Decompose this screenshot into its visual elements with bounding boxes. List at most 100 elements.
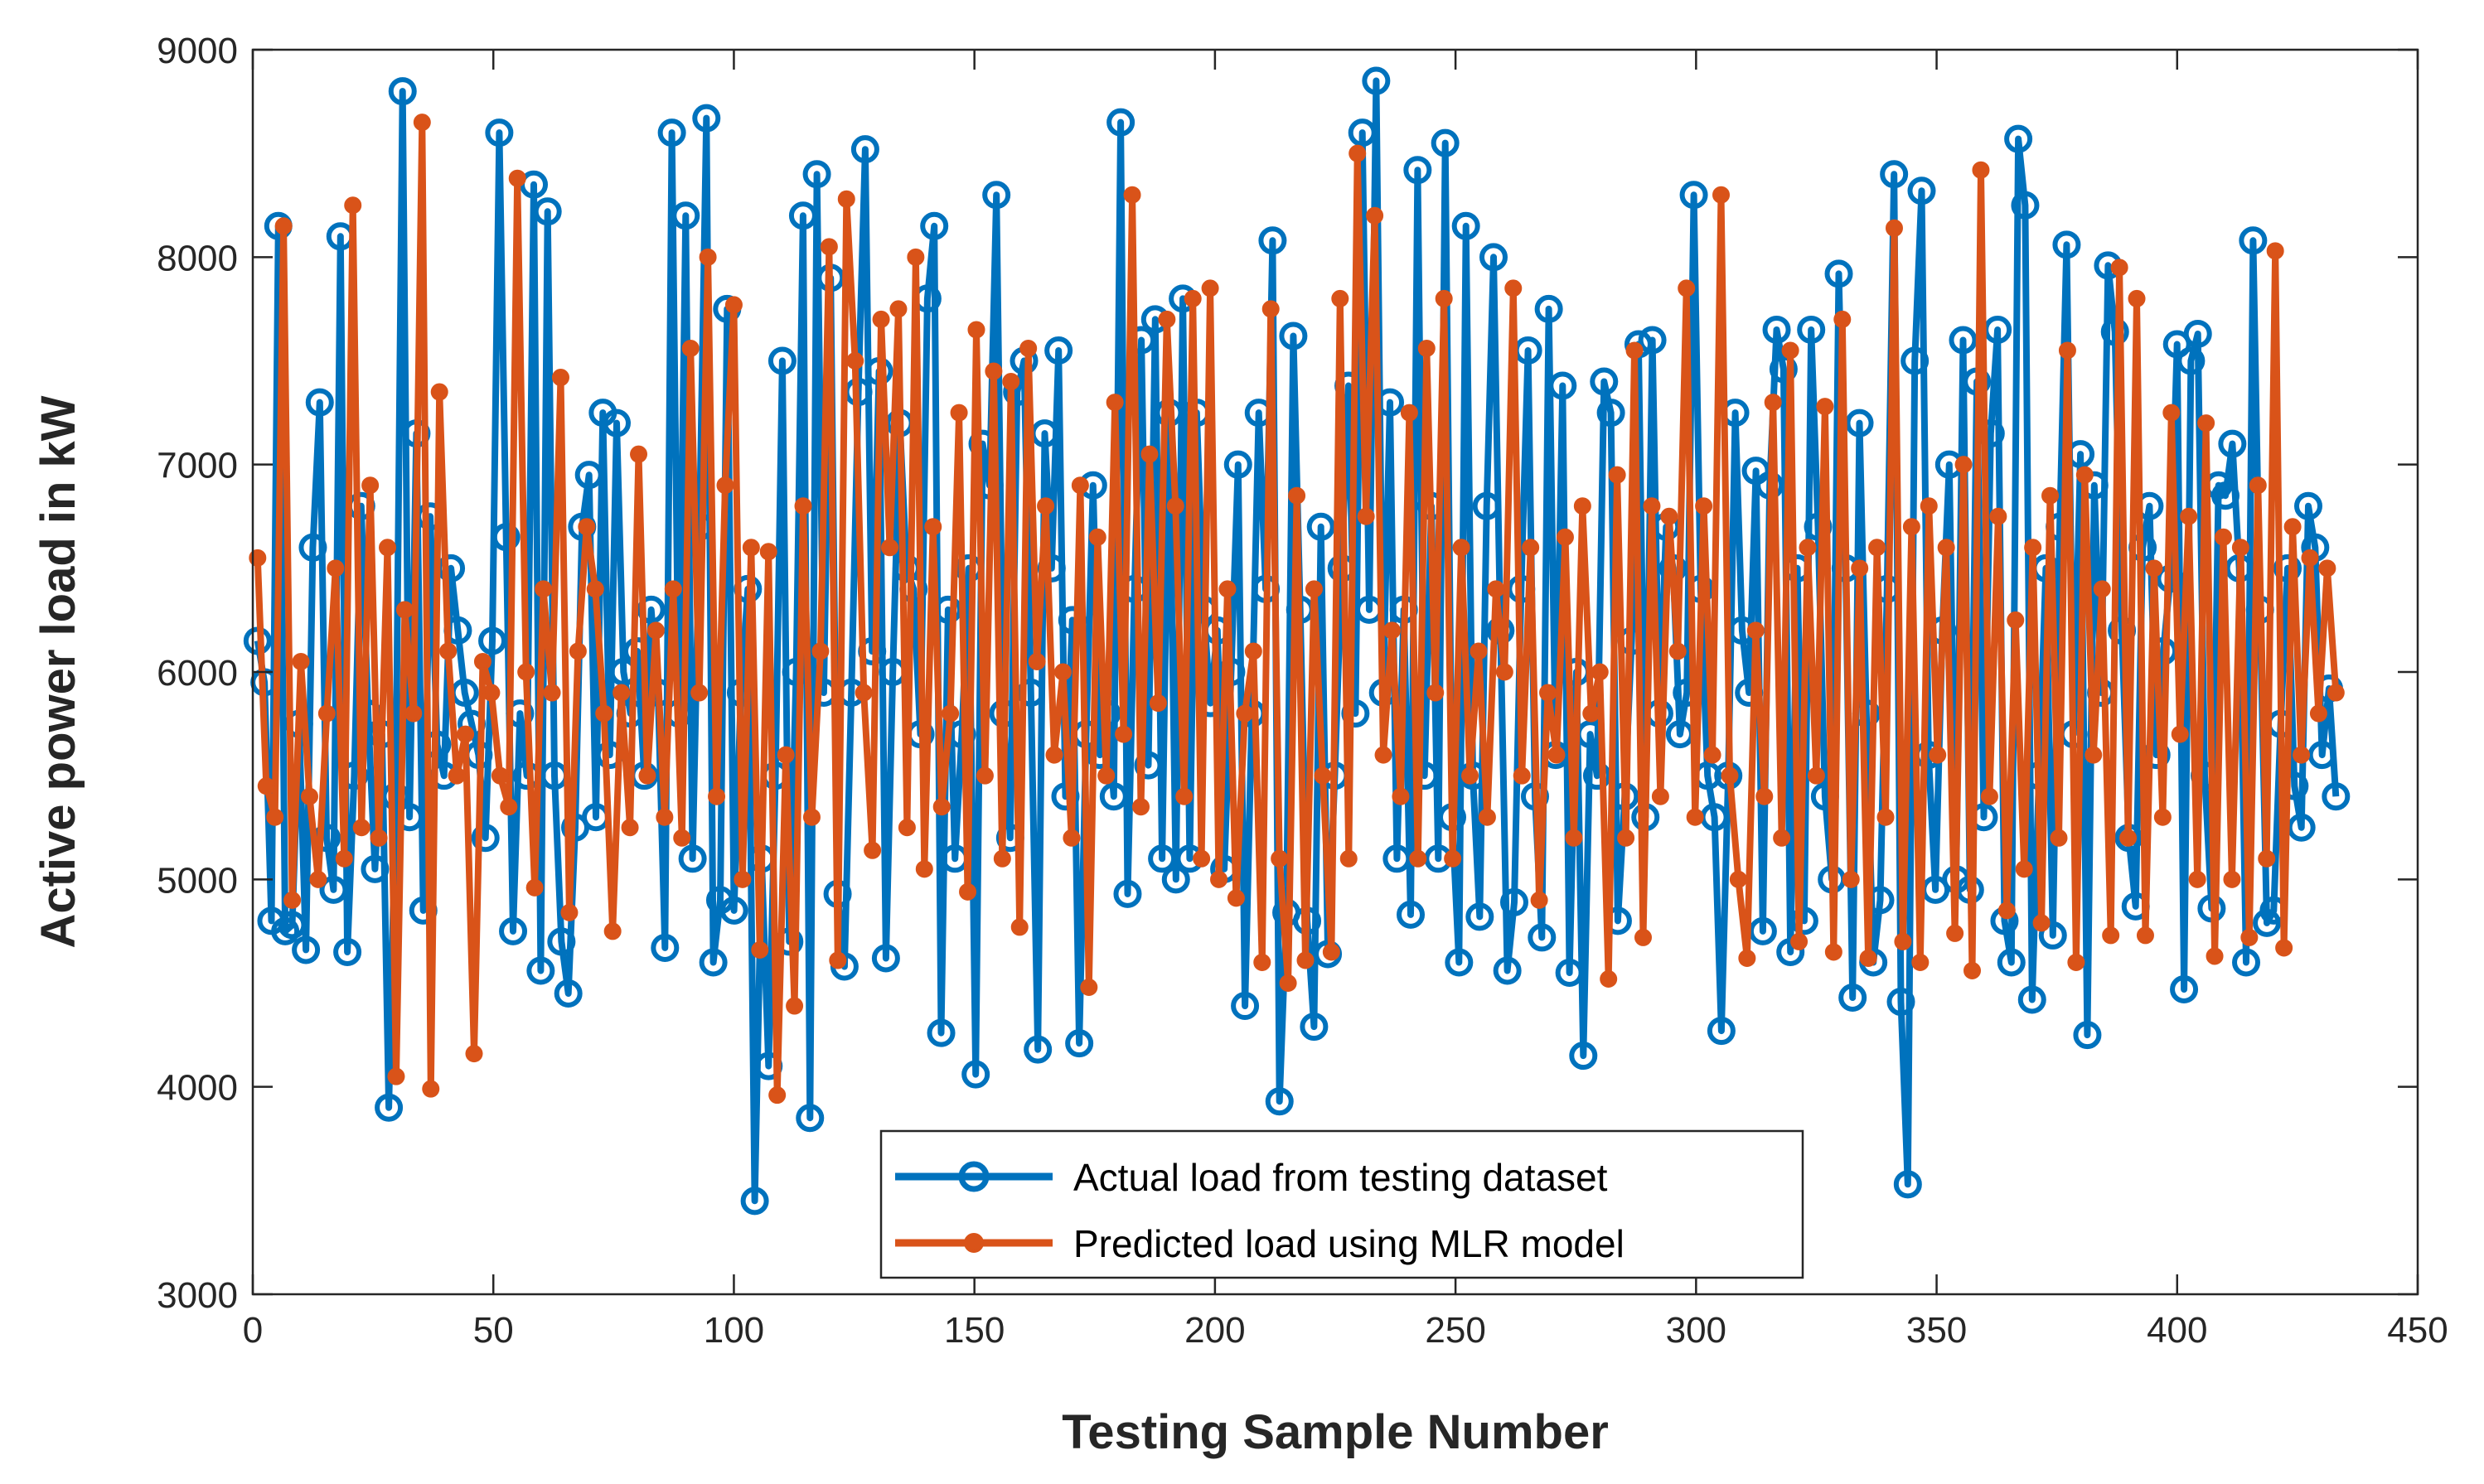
- data-point: [2293, 746, 2311, 764]
- data-point: [1306, 512, 1335, 541]
- data-point: [1842, 870, 1860, 888]
- data-point: [2309, 704, 2327, 723]
- data-point: [811, 642, 830, 660]
- data-point: [1712, 186, 1731, 204]
- legend[interactable]: Actual load from testing dataset Predict…: [879, 1129, 1804, 1279]
- x-tick-label: 200: [1184, 1310, 1245, 1351]
- data-point: [1314, 766, 1332, 785]
- data-point: [961, 1060, 990, 1089]
- data-point: [2153, 808, 2172, 826]
- data-point: [678, 844, 707, 873]
- data-point: [1024, 1035, 1053, 1064]
- data-point: [924, 518, 942, 536]
- data-point: [327, 559, 345, 578]
- data-point: [1392, 787, 1410, 805]
- data-point: [595, 704, 613, 723]
- data-point: [1911, 953, 1930, 971]
- data-point: [1539, 684, 1557, 702]
- data-point: [1790, 932, 1809, 950]
- data-point: [1885, 219, 1903, 237]
- data-point: [1886, 988, 1915, 1017]
- data-point: [1880, 160, 1909, 189]
- data-point: [1426, 684, 1445, 702]
- data-point: [465, 1045, 483, 1063]
- legend-label-actual: Actual load from testing dataset: [1073, 1156, 1608, 1199]
- data-point: [1963, 961, 1982, 979]
- data-point: [526, 956, 555, 985]
- y-tick-label: 5000: [157, 860, 238, 901]
- data-point: [1279, 974, 1297, 992]
- data-point: [1762, 315, 1791, 344]
- data-point: [794, 497, 812, 515]
- data-point: [1115, 725, 1133, 743]
- data-point: [1253, 953, 1271, 971]
- data-point: [1403, 156, 1432, 185]
- data-point: [1478, 808, 1496, 826]
- data-point: [1707, 1017, 1736, 1046]
- data-point: [864, 841, 882, 859]
- data-point: [471, 824, 500, 853]
- data-point: [2038, 921, 2067, 950]
- data-point: [1824, 259, 1853, 288]
- data-point: [692, 104, 721, 133]
- data-point: [569, 642, 587, 660]
- data-point: [2327, 684, 2345, 702]
- data-point: [1851, 559, 1869, 578]
- data-point: [439, 642, 458, 660]
- data-point: [1528, 923, 1557, 952]
- data-point: [525, 878, 544, 897]
- data-point: [690, 684, 709, 702]
- data-point: [907, 248, 925, 266]
- data-point: [457, 725, 475, 743]
- data-point: [673, 829, 691, 847]
- data-point: [927, 1018, 956, 1047]
- data-point: [1773, 829, 1791, 847]
- data-point: [932, 798, 951, 816]
- data-point: [1547, 746, 1566, 764]
- data-point: [2215, 528, 2233, 546]
- data-point: [2110, 259, 2128, 277]
- data-point: [1738, 949, 1756, 967]
- data-point: [1086, 741, 1115, 770]
- data-point: [724, 296, 743, 314]
- data-point: [719, 896, 748, 925]
- data-point: [1002, 373, 1020, 391]
- data-point: [1382, 621, 1401, 640]
- data-point: [370, 829, 388, 847]
- data-point: [1409, 849, 1427, 868]
- data-point: [478, 626, 507, 655]
- data-point: [1106, 108, 1135, 137]
- data-point: [1556, 528, 1574, 546]
- data-point: [1838, 984, 1867, 1013]
- data-point: [1555, 958, 1584, 987]
- data-point: [1296, 951, 1315, 969]
- data-point: [535, 580, 553, 598]
- data-point: [375, 1093, 404, 1122]
- data-point: [602, 408, 631, 437]
- data-point: [1799, 539, 1817, 557]
- data-point: [2177, 346, 2206, 375]
- data-point: [560, 903, 579, 921]
- data-point: [1596, 399, 1625, 428]
- data-point: [1997, 948, 2026, 977]
- data-point: [305, 388, 334, 417]
- data-point: [950, 404, 968, 422]
- data-point: [786, 997, 804, 1015]
- data-point: [993, 849, 1011, 868]
- data-point: [1227, 889, 1245, 907]
- data-point: [1236, 704, 1254, 723]
- data-point: [500, 798, 518, 816]
- data-point: [1668, 642, 1687, 660]
- data-point: [1417, 339, 1436, 357]
- data-point: [1695, 497, 1713, 515]
- legend-box: [879, 1129, 1804, 1279]
- data-point: [1037, 497, 1055, 515]
- data-point: [1907, 176, 1936, 205]
- data-point: [1362, 66, 1391, 95]
- data-point: [2232, 948, 2261, 977]
- x-tick-label: 250: [1425, 1310, 1485, 1351]
- data-point: [976, 766, 994, 785]
- data-point: [1954, 456, 1973, 474]
- data-point: [473, 652, 491, 670]
